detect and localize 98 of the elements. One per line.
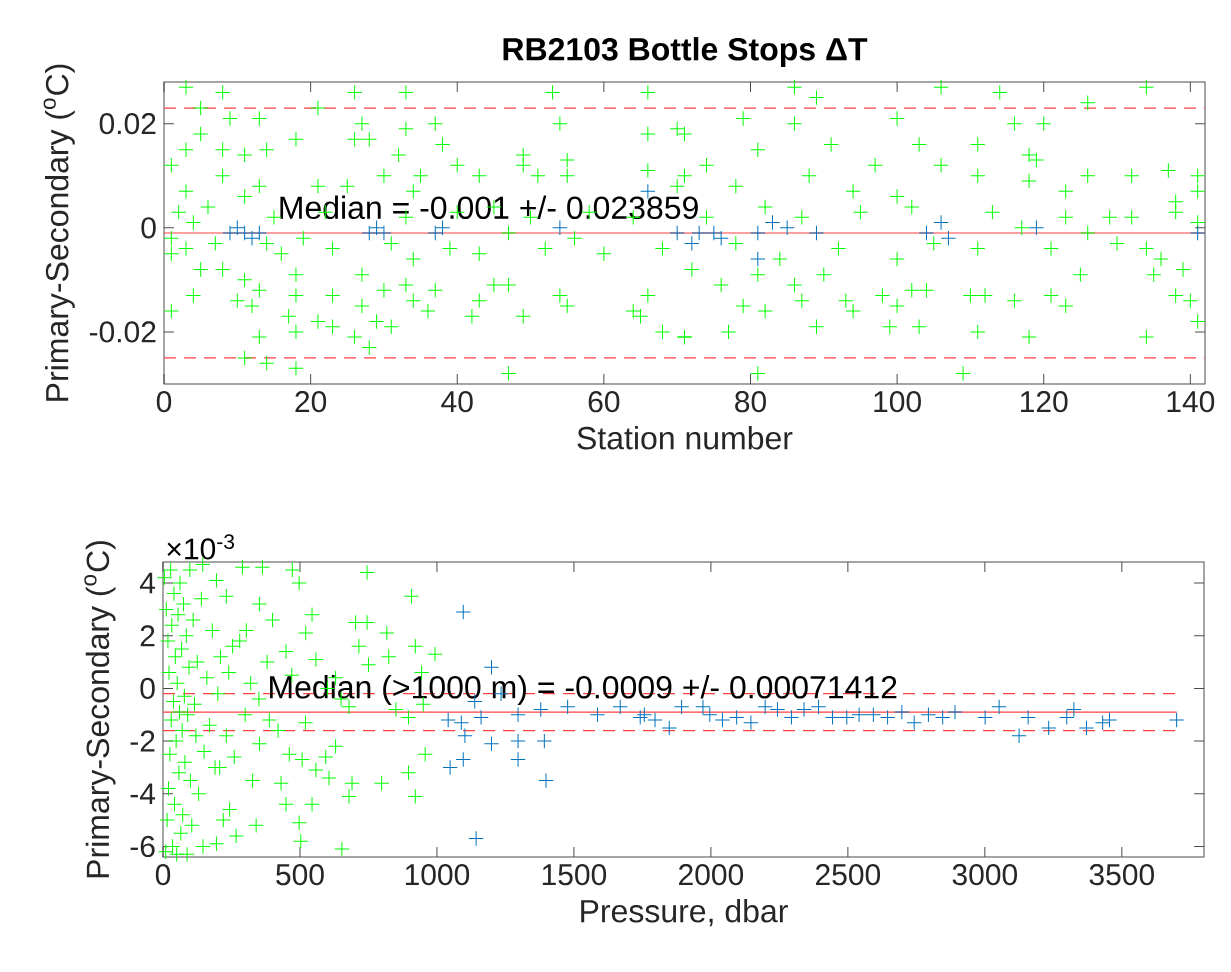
point (808, 225, 825, 241)
point (1020, 709, 1036, 726)
y-axis-title: Primary-Secondary ($^{o}$C) (43, 64, 75, 401)
point (1011, 728, 1027, 744)
point (879, 709, 896, 726)
point (434, 220, 451, 236)
point (934, 709, 951, 726)
point (427, 225, 443, 241)
point (251, 225, 268, 241)
point (1028, 220, 1045, 236)
point (1168, 712, 1185, 728)
point (669, 225, 685, 241)
point (1101, 712, 1118, 728)
x-tick-label: 20 (295, 391, 327, 413)
x-tick-label: 60 (588, 391, 620, 413)
point (796, 701, 812, 718)
point (684, 235, 700, 252)
y-tick-label: -2 (130, 730, 155, 752)
point (473, 709, 489, 726)
point (361, 225, 377, 241)
point (1078, 720, 1095, 736)
x-tick-label: 120 (1020, 391, 1068, 413)
point (453, 714, 470, 731)
point (750, 225, 766, 241)
y-tick-label: -4 (130, 783, 156, 805)
y-axis-title: Primary-Secondary ($^{o}$C) (84, 541, 116, 878)
x-tick-label: 40 (441, 391, 473, 413)
point (714, 712, 731, 728)
y-tick-label: 0 (141, 217, 156, 239)
point (920, 707, 937, 723)
point (783, 709, 800, 726)
point (824, 709, 841, 726)
point (947, 704, 963, 720)
point (769, 701, 786, 718)
x-tick-label: 100 (874, 391, 921, 413)
point (851, 707, 867, 723)
x-tick-label: 500 (276, 864, 324, 886)
point (839, 709, 855, 726)
x-tick-label: 3500 (1089, 864, 1154, 886)
point (906, 714, 922, 731)
point (457, 728, 473, 744)
point (691, 225, 707, 241)
text: ×10$^{-3}$ (167, 534, 235, 560)
point (589, 707, 606, 723)
y-tick-label: 0 (140, 677, 155, 700)
point (728, 709, 745, 726)
point (991, 699, 1007, 715)
point (222, 225, 238, 241)
point (764, 214, 781, 231)
y-tick-label: 4 (139, 572, 156, 594)
point (455, 604, 471, 620)
point (536, 733, 553, 749)
point (510, 751, 526, 768)
x-axis-title: Pressure, dbar (581, 899, 788, 927)
point (1040, 720, 1057, 736)
x-tick-label: 1500 (542, 864, 607, 886)
point (1189, 225, 1206, 241)
point (483, 736, 500, 752)
point (442, 759, 458, 776)
point (636, 707, 653, 723)
point (440, 712, 456, 728)
point (918, 225, 935, 241)
y-tick-label: -0.02 (89, 321, 156, 343)
point (743, 714, 759, 731)
point (933, 214, 949, 231)
y-tick-label: 2 (140, 625, 155, 647)
point (468, 830, 484, 847)
chart-title: RB2103 Bottle Stops ΔT (503, 37, 868, 67)
point (940, 230, 957, 246)
point (632, 709, 648, 726)
point (894, 704, 910, 720)
x-tick-label: 0 (156, 391, 172, 413)
y-tick-label: -6 (130, 835, 155, 858)
x-tick-label: 1000 (405, 864, 470, 886)
point (977, 709, 993, 726)
point (1059, 709, 1075, 726)
y-tick-label: 0.02 (99, 113, 156, 135)
x-tick-label: 3000 (952, 864, 1018, 886)
point (865, 707, 882, 723)
x-tick-label: 140 (1167, 391, 1215, 413)
point (510, 733, 526, 749)
point (661, 720, 677, 736)
point (647, 712, 663, 728)
point (538, 772, 554, 789)
x-tick-label: 2500 (816, 864, 881, 886)
point (750, 251, 766, 267)
point (1066, 701, 1082, 718)
x-tick-label: 0 (155, 864, 171, 886)
point (779, 220, 795, 236)
point (455, 751, 471, 768)
x-axis-title: Station number (577, 426, 793, 450)
point (552, 220, 568, 236)
point (510, 707, 526, 723)
x-tick-label: 80 (735, 391, 766, 413)
point (533, 701, 549, 718)
point (483, 659, 500, 676)
point (1094, 714, 1111, 731)
x-tick-label: 2000 (679, 864, 744, 886)
